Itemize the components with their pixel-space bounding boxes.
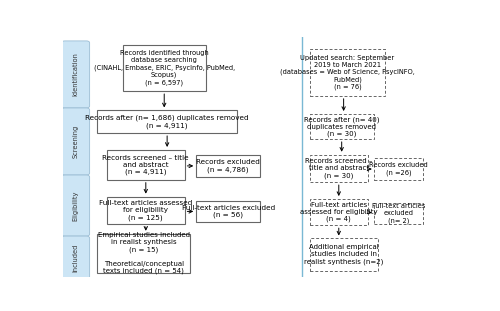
Text: Records excluded
(n =26): Records excluded (n =26) bbox=[370, 162, 428, 176]
Text: Records screened –
title and abstract
(n = 30): Records screened – title and abstract (n… bbox=[305, 158, 372, 179]
Text: Records excluded
(n = 4,786): Records excluded (n = 4,786) bbox=[196, 159, 260, 173]
Text: Records after (n= 40)
duplicates removed
(n = 30): Records after (n= 40) duplicates removed… bbox=[304, 116, 380, 137]
FancyBboxPatch shape bbox=[310, 114, 374, 139]
FancyBboxPatch shape bbox=[310, 155, 368, 182]
Text: Empirical studies included
in realist synthesis
(n = 15)

Theoretical/conceptual: Empirical studies included in realist sy… bbox=[98, 232, 190, 274]
Text: Full-text articles
assessed for eligibility
(n = 4): Full-text articles assessed for eligibil… bbox=[300, 202, 378, 222]
FancyBboxPatch shape bbox=[98, 110, 237, 133]
Text: Records after (n= 1,686) duplicates removed
(n = 4,911): Records after (n= 1,686) duplicates remo… bbox=[86, 115, 249, 129]
Text: Updated search: September
2019 to March 2021
(databases = Web of Science, PsycIN: Updated search: September 2019 to March … bbox=[280, 55, 415, 91]
FancyBboxPatch shape bbox=[62, 41, 90, 108]
FancyBboxPatch shape bbox=[196, 201, 260, 222]
FancyBboxPatch shape bbox=[107, 150, 184, 180]
FancyBboxPatch shape bbox=[374, 202, 423, 224]
Text: Records identified through
database searching
(CINAHL, Embase, ERIC, PsycInfo, P: Records identified through database sear… bbox=[94, 50, 235, 86]
FancyBboxPatch shape bbox=[310, 239, 378, 271]
FancyBboxPatch shape bbox=[62, 175, 90, 236]
FancyBboxPatch shape bbox=[374, 158, 423, 180]
Text: Eligibility: Eligibility bbox=[72, 190, 78, 221]
Text: Full-text articles
excluded
(n= 2): Full-text articles excluded (n= 2) bbox=[372, 203, 426, 224]
FancyBboxPatch shape bbox=[107, 197, 184, 224]
FancyBboxPatch shape bbox=[62, 108, 90, 175]
Text: Included: Included bbox=[72, 244, 78, 272]
FancyBboxPatch shape bbox=[310, 49, 386, 96]
FancyBboxPatch shape bbox=[62, 236, 90, 279]
FancyBboxPatch shape bbox=[122, 44, 206, 91]
Text: Identification: Identification bbox=[72, 53, 78, 96]
Text: Additional empirical
studies included in
realist synthesis (n=2): Additional empirical studies included in… bbox=[304, 244, 384, 265]
Text: Records screened – title
and abstract
(n = 4,911): Records screened – title and abstract (n… bbox=[102, 155, 189, 175]
Text: Full-text articles excluded
(n = 56): Full-text articles excluded (n = 56) bbox=[182, 205, 275, 218]
FancyBboxPatch shape bbox=[310, 199, 368, 225]
Text: Full-text articles assessed
for eligibility
(n = 125): Full-text articles assessed for eligibil… bbox=[99, 200, 192, 220]
Text: Screening: Screening bbox=[72, 125, 78, 158]
FancyBboxPatch shape bbox=[196, 155, 260, 177]
FancyBboxPatch shape bbox=[98, 234, 190, 273]
